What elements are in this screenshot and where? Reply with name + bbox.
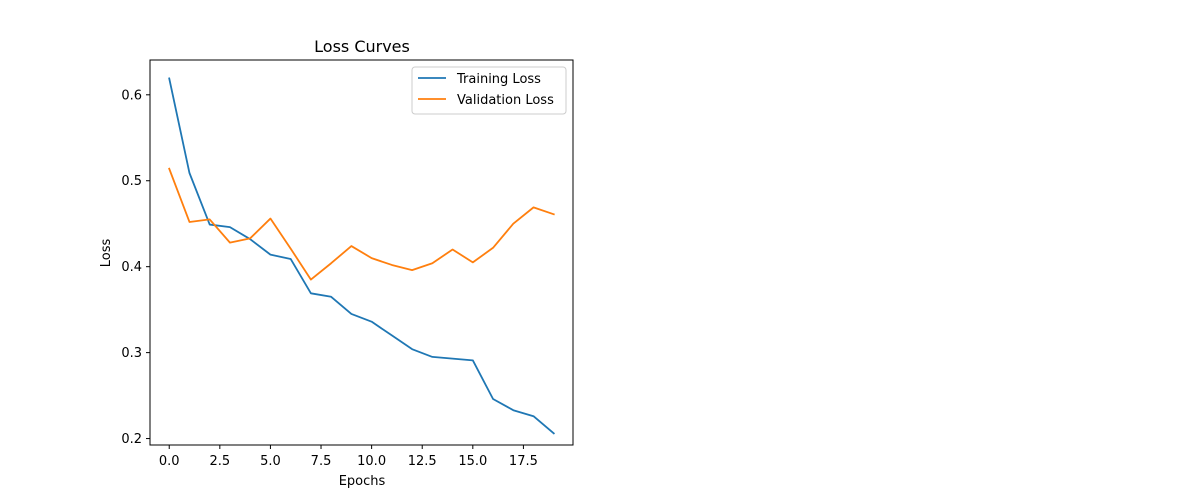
series-line-training-loss xyxy=(168,77,556,435)
x-tick-label: 17.5 xyxy=(509,454,538,469)
series-lines xyxy=(168,77,556,435)
x-tick-label: 10.0 xyxy=(357,454,386,469)
x-axis-label: Epochs xyxy=(339,474,386,489)
x-tick-label: 0.0 xyxy=(159,454,180,469)
x-tick-label: 15.0 xyxy=(458,454,487,469)
y-tick-label: 0.6 xyxy=(121,88,142,103)
x-tick-label: 7.5 xyxy=(311,454,332,469)
y-tick-label: 0.5 xyxy=(121,174,142,189)
chart-title: Loss Curves xyxy=(314,37,410,56)
legend-box xyxy=(411,66,567,115)
y-axis-ticks: 0.2 0.3 0.4 0.5 0.6 xyxy=(121,88,150,447)
y-tick-label: 0.2 xyxy=(121,432,142,447)
legend-label-validation-loss: Validation Loss xyxy=(457,93,554,108)
x-tick-label: 12.5 xyxy=(408,454,437,469)
y-tick-label: 0.4 xyxy=(121,260,142,275)
legend-label-training-loss: Training Loss xyxy=(456,72,541,87)
x-tick-label: 5.0 xyxy=(260,454,281,469)
x-axis-ticks: 0.0 2.5 5.0 7.5 10.0 12.5 15.0 17.5 xyxy=(159,445,538,469)
y-tick-label: 0.3 xyxy=(121,346,142,361)
series-line-validation-loss xyxy=(168,167,555,281)
y-axis-label: Loss xyxy=(99,239,114,268)
plot-frame xyxy=(149,59,574,446)
x-tick-label: 2.5 xyxy=(209,454,230,469)
legend: Training Loss Validation Loss xyxy=(411,66,567,115)
